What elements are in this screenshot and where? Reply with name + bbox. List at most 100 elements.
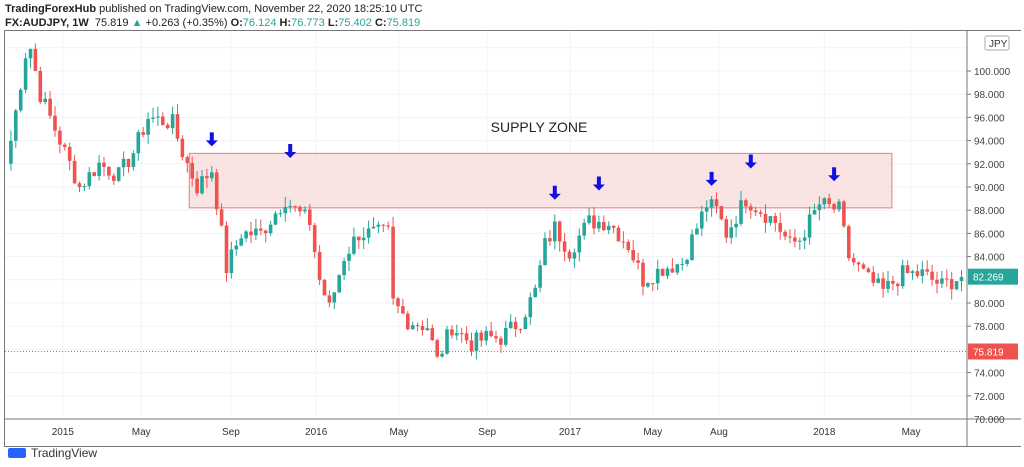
tradingview-logo-icon: [8, 448, 26, 458]
x-tick-label: May: [390, 427, 409, 438]
candle-body: [709, 199, 714, 208]
candle-body: [381, 224, 386, 226]
candle-body: [332, 292, 337, 303]
candle-body: [165, 124, 170, 129]
candle-body: [455, 333, 459, 336]
candle-body: [900, 265, 905, 287]
candle-body: [562, 241, 567, 252]
candle-body: [729, 227, 733, 238]
candle-body: [763, 213, 768, 223]
down-arrow-icon: [548, 185, 561, 200]
high-value: 76.773: [291, 17, 325, 29]
candle-body: [48, 98, 52, 116]
last-price: 75.819: [94, 17, 129, 29]
candle-body: [788, 236, 792, 238]
candle-body: [508, 321, 513, 329]
y-tick-label: 92.000: [974, 160, 1005, 171]
candle-body: [327, 295, 332, 303]
x-tick-label: May: [902, 427, 921, 438]
candle-body: [288, 206, 292, 208]
change: +0.263 (+0.35%): [145, 17, 228, 29]
candle-body: [553, 221, 557, 242]
candle-body: [180, 138, 185, 158]
candle-body: [665, 268, 670, 276]
candle-body: [254, 228, 258, 236]
candle-body: [415, 325, 420, 327]
candle-body: [420, 325, 425, 331]
candle-body: [200, 176, 204, 194]
y-tick-label: 72.000: [974, 392, 1005, 403]
down-arrow-icon: [828, 167, 841, 182]
candle-body: [587, 215, 591, 223]
candle-body: [861, 264, 866, 269]
candle-body: [97, 162, 101, 176]
candle-body: [675, 264, 680, 273]
candle-body: [366, 228, 371, 238]
candle-body: [945, 278, 949, 280]
candle-body: [298, 206, 302, 212]
close-label: C:: [374, 17, 387, 29]
supply-zone: [188, 152, 893, 209]
down-arrow-icon: [284, 144, 297, 158]
candle-body: [802, 237, 807, 241]
candle-body: [445, 329, 449, 354]
currency-label: JPY: [989, 39, 1008, 50]
candle-body: [121, 158, 126, 168]
candle-body: [655, 268, 660, 284]
author[interactable]: TradingForexHub: [5, 3, 97, 15]
x-tick-label: 2015: [52, 427, 75, 438]
candle-body: [18, 89, 23, 111]
candle-body: [376, 224, 381, 227]
supply-zone-label: SUPPLY ZONE: [491, 119, 588, 135]
candle-body: [386, 225, 390, 227]
y-tick-label: 94.000: [974, 137, 1005, 148]
candle-body: [695, 228, 699, 235]
candle-body: [714, 199, 719, 207]
candle-body: [719, 206, 724, 220]
candle-body: [577, 235, 582, 253]
candle-body: [518, 329, 523, 331]
candle-body: [523, 317, 528, 330]
candle-body: [670, 268, 675, 273]
candle-body: [621, 241, 626, 243]
y-tick-label: 74.000: [974, 369, 1005, 380]
candlestick-chart[interactable]: SUPPLY ZONE 100.000 98.000 96.000 94.000 92.0…: [5, 31, 1021, 446]
candle-body: [14, 110, 18, 141]
candle-body: [23, 58, 28, 90]
candle-body: [337, 275, 341, 293]
candle-body: [303, 209, 307, 212]
candle-body: [151, 117, 155, 119]
x-tick-label: May: [132, 427, 151, 438]
candle-body: [146, 118, 150, 135]
y-tick-label: 78.000: [974, 322, 1005, 333]
candle-body: [548, 238, 552, 242]
candle-body: [72, 160, 77, 184]
candle-body: [513, 321, 518, 330]
candle-body: [690, 234, 694, 260]
candle-body: [107, 166, 111, 176]
candle-body: [704, 207, 709, 212]
candle-body: [77, 183, 82, 188]
candle-body: [185, 157, 190, 163]
candle-body: [464, 333, 469, 341]
candle-body: [543, 238, 547, 266]
y-tick-label: 96.000: [974, 113, 1005, 124]
candle-body: [758, 212, 763, 214]
candle-body: [489, 330, 493, 337]
symbol-legend: FX:AUDJPY, 1W 75.819 ▲ +0.263 (+0.35%) O…: [5, 17, 420, 29]
y-tick-label: 86.000: [974, 229, 1005, 240]
candle-body: [812, 210, 817, 215]
candle-body: [317, 251, 322, 280]
candle-body: [401, 306, 405, 314]
candle-body: [469, 340, 474, 352]
candle-body: [425, 328, 430, 331]
low-value: 75.402: [338, 17, 372, 29]
candle-body: [43, 98, 47, 103]
candle-body: [53, 115, 57, 131]
x-tick-label: 2018: [813, 427, 836, 438]
candle-body: [283, 206, 288, 214]
chart-area[interactable]: SUPPLY ZONE 100.000 98.000 96.000 94.000 92.0…: [4, 30, 1021, 447]
candle-body: [798, 240, 802, 242]
y-tick-label: 100.000: [974, 67, 1011, 78]
y-tick-label: 98.000: [974, 90, 1005, 101]
